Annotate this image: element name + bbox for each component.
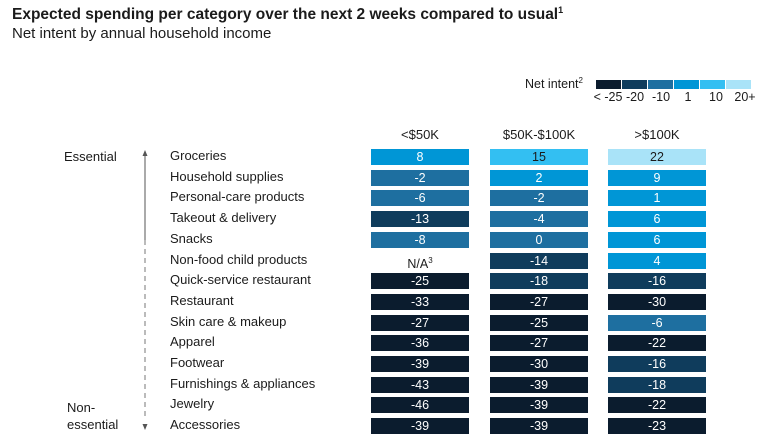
heatmap-cell: 4 [608, 252, 706, 269]
heatmap-cell: -6 [608, 314, 706, 331]
non-essential-label-line1: Non- [67, 400, 96, 415]
legend-label: -20 [625, 90, 645, 104]
essential-label: Essential [64, 149, 117, 164]
legend-swatch [648, 80, 673, 89]
heatmap-cell: -8 [371, 231, 469, 248]
column-header: $50K-$100K [502, 127, 576, 142]
heatmap-cell: 6 [608, 211, 706, 228]
category-label: Quick-service restaurant [170, 272, 311, 288]
heatmap-cell: 8 [371, 149, 469, 165]
heatmap-cell: 22 [608, 149, 706, 165]
heatmap-cell: -39 [490, 418, 588, 435]
heatmap-cell: -27 [371, 314, 469, 331]
essential-axis-arrow [142, 150, 148, 430]
legend-label: < -25 [593, 90, 623, 104]
heatmap-cell: -22 [608, 335, 706, 352]
heatmap-cell: 6 [608, 231, 706, 248]
heatmap-cell: -36 [371, 335, 469, 352]
legend-label: 20+ [734, 90, 756, 104]
heatmap-cell: -39 [371, 418, 469, 435]
heatmap-cell: -23 [608, 418, 706, 435]
legend-swatch [726, 80, 751, 89]
category-label: Groceries [170, 148, 227, 163]
heatmap-cell: -16 [608, 356, 706, 372]
category-label: Personal-care products [170, 189, 305, 205]
category-label: Accessories [170, 417, 241, 433]
category-label: Takeout & delivery [170, 210, 277, 226]
legend-label: 10 [709, 90, 723, 104]
category-label: Non-food child products [170, 251, 308, 267]
legend-label: 1 [684, 90, 692, 104]
heatmap-cell: 1 [608, 190, 706, 207]
heatmap-cell: -18 [608, 376, 706, 393]
heatmap-cell: -30 [608, 293, 706, 310]
category-label: Furnishings & appliances [170, 375, 316, 391]
heatmap-cell: -46 [371, 397, 469, 414]
column-header: >$100K [634, 127, 680, 142]
heatmap-cell: -4 [490, 211, 588, 228]
heatmap-cell: 2 [490, 169, 588, 186]
heatmap-cell: -30 [490, 356, 588, 372]
heatmap-cell: -16 [608, 273, 706, 290]
heatmap-cell: 15 [490, 149, 588, 165]
legend-swatch [700, 80, 725, 89]
heatmap-cell: -39 [490, 397, 588, 414]
non-essential-label-line2: essential [67, 417, 119, 432]
heatmap-cell: -43 [371, 376, 469, 393]
heatmap-cell: -25 [371, 273, 469, 290]
na-cell: N/A3 [407, 255, 433, 271]
category-label: Restaurant [170, 292, 234, 308]
legend-swatch [596, 80, 621, 89]
category-label: Apparel [170, 334, 215, 350]
column-header: <$50K [401, 127, 439, 142]
legend-title: Net intent2 [525, 76, 583, 92]
heatmap-cell: -18 [490, 273, 588, 290]
chart-title: Expected spending per category over the … [12, 5, 564, 24]
category-label: Skin care & makeup [170, 313, 287, 329]
heatmap-cell: -39 [490, 376, 588, 393]
heatmap-cell: -2 [490, 190, 588, 207]
heatmap-cell: -14 [490, 252, 588, 269]
category-label: Jewelry [170, 396, 215, 412]
category-label: Footwear [170, 355, 225, 370]
heatmap-cell: -27 [490, 293, 588, 310]
heatmap-cell: -2 [371, 169, 469, 186]
heatmap-cell: -27 [490, 335, 588, 352]
heatmap-cell: -22 [608, 397, 706, 414]
heatmap-cell: -39 [371, 356, 469, 372]
heatmap-cell: -25 [490, 314, 588, 331]
legend-label: -10 [651, 90, 671, 104]
chart-subtitle: Net intent by annual household income [12, 25, 272, 42]
legend-swatch [622, 80, 647, 89]
legend-swatch [674, 80, 699, 89]
heatmap-cell: 0 [490, 231, 588, 248]
category-label: Snacks [170, 230, 213, 246]
heatmap-cell: -13 [371, 211, 469, 228]
heatmap-cell: 9 [608, 169, 706, 186]
category-label: Household supplies [170, 168, 284, 184]
heatmap-cell: -6 [371, 190, 469, 207]
heatmap-cell: -33 [371, 293, 469, 310]
